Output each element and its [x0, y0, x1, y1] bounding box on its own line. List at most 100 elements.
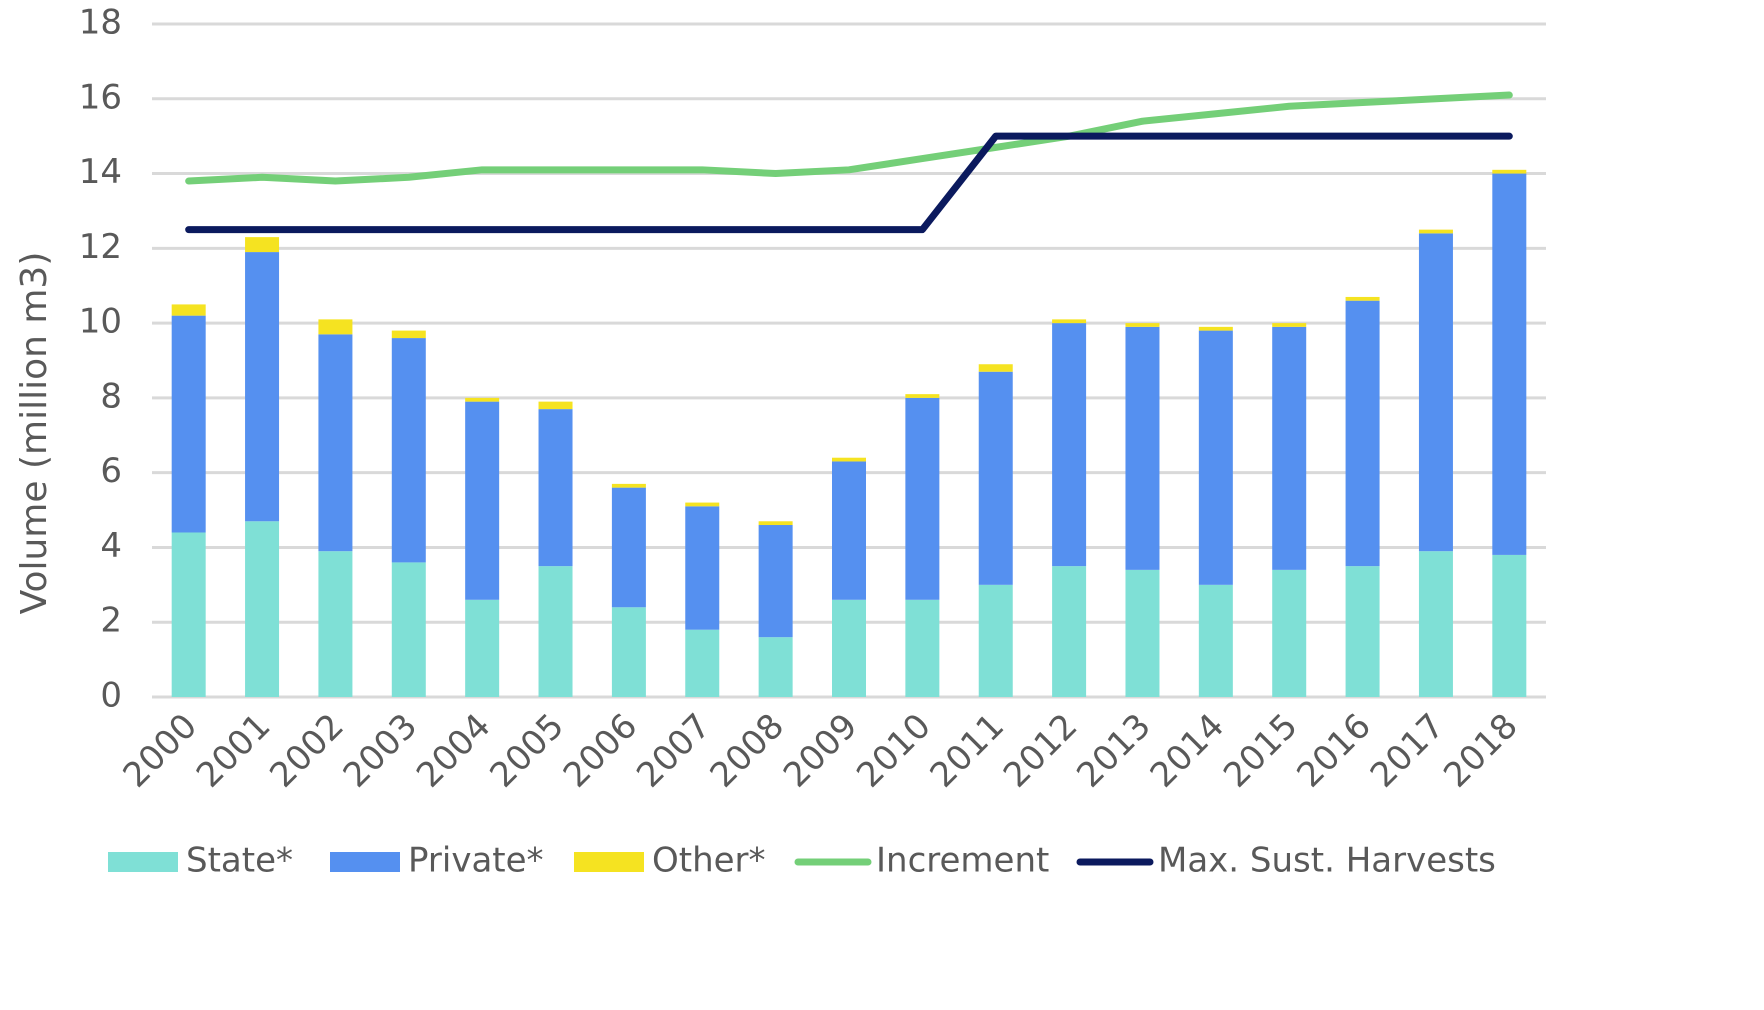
bar-other	[1272, 323, 1307, 327]
bar-other	[171, 304, 206, 316]
bar-private	[978, 371, 1013, 585]
y-tick-label: 0	[100, 676, 122, 716]
bar-private	[905, 397, 940, 600]
bar-other	[1125, 323, 1160, 327]
legend-label-increment: Increment	[876, 841, 1049, 881]
bar-state	[758, 637, 793, 697]
x-tick-label: 2013	[1069, 706, 1158, 795]
y-tick-label: 18	[79, 3, 122, 43]
bar-private	[245, 252, 280, 522]
x-tick-label: 2010	[849, 706, 938, 795]
bar-state	[171, 532, 206, 697]
bar-state	[465, 599, 500, 697]
bar-private	[1345, 300, 1380, 567]
x-tick-label: 2017	[1363, 706, 1452, 795]
bar-other	[1345, 296, 1380, 301]
bar-state	[905, 599, 940, 697]
bar-other	[685, 502, 720, 507]
bar-private	[171, 315, 206, 533]
bar-private	[538, 409, 573, 567]
bar-private	[685, 506, 720, 630]
bar-private	[318, 334, 353, 552]
x-tick-label: 2008	[703, 706, 792, 795]
x-tick-label: 2004	[409, 706, 498, 795]
x-tick-label: 2001	[189, 706, 278, 795]
x-tick-label: 2006	[556, 706, 645, 795]
y-axis-ticks: 0 2 4 6 8 10 12 14 16 18	[79, 3, 122, 716]
y-tick-label: 4	[100, 526, 122, 566]
x-tick-label: 2015	[1216, 706, 1305, 795]
x-tick-label: 2005	[482, 706, 571, 795]
bar-private	[465, 401, 500, 600]
legend: State* Private* Other* Increment Max. Sust. …	[108, 841, 1496, 881]
legend-label-private: Private*	[408, 841, 544, 881]
legend-swatch-other	[574, 852, 644, 872]
x-tick-label: 2000	[116, 706, 205, 795]
bar-state	[245, 521, 280, 697]
x-tick-label: 2012	[996, 706, 1085, 795]
legend-swatch-private	[330, 852, 400, 872]
bar-private	[1125, 326, 1160, 570]
line-maxsustharvests	[185, 132, 1513, 234]
y-axis-title: Volume (million m3)	[14, 252, 55, 615]
bar-state	[978, 584, 1013, 697]
legend-label-state: State*	[186, 841, 293, 881]
bar-other	[1198, 326, 1233, 331]
bar-private	[832, 461, 866, 600]
y-tick-label: 8	[100, 376, 122, 416]
y-tick-label: 16	[79, 77, 122, 117]
legend-label-maxsustharvests: Max. Sust. Harvests	[1158, 841, 1496, 881]
bar-other	[1052, 319, 1087, 324]
x-tick-label: 2011	[923, 706, 1012, 795]
bar-state	[1198, 584, 1233, 697]
bar-state	[611, 607, 646, 697]
bar-other	[758, 521, 793, 526]
bar-other	[1492, 169, 1527, 174]
bar-state	[832, 599, 866, 697]
y-tick-label: 14	[79, 152, 122, 192]
bar-other	[832, 457, 866, 462]
bar-other	[1418, 229, 1453, 234]
bar-series	[171, 169, 1527, 697]
bar-other	[905, 394, 940, 398]
bar-state	[1052, 566, 1087, 697]
x-tick-label: 2003	[336, 706, 425, 795]
line-increment	[185, 91, 1513, 185]
bar-private	[611, 487, 646, 608]
y-tick-label: 12	[79, 227, 122, 267]
bar-other	[391, 330, 426, 339]
bar-private	[1418, 233, 1453, 552]
bar-private	[1198, 330, 1233, 585]
bar-private	[1052, 323, 1087, 567]
y-tick-label: 10	[79, 302, 122, 342]
y-tick-label: 6	[100, 451, 122, 491]
legend-swatch-state	[108, 852, 178, 872]
y-tick-label: 2	[100, 601, 122, 641]
x-axis-ticks: 2000200120022003200420052006200720082009…	[116, 706, 1526, 795]
gridlines	[152, 22, 1546, 699]
x-tick-label: 2002	[262, 706, 351, 795]
bar-other	[245, 237, 280, 253]
bar-other	[538, 401, 573, 410]
bar-state	[1125, 569, 1160, 697]
x-tick-label: 2009	[776, 706, 865, 795]
bar-state	[538, 566, 573, 697]
bar-other	[465, 397, 500, 402]
bar-private	[391, 338, 426, 563]
bar-other	[611, 483, 646, 488]
bar-state	[1418, 551, 1453, 697]
bar-other	[978, 364, 1013, 372]
bar-state	[685, 629, 720, 697]
x-tick-label: 2018	[1436, 706, 1525, 795]
x-tick-label: 2016	[1289, 706, 1378, 795]
bar-state	[318, 551, 353, 697]
x-tick-label: 2007	[629, 706, 718, 795]
legend-label-other: Other*	[652, 841, 766, 881]
bar-state	[1492, 554, 1527, 697]
bar-private	[758, 525, 793, 638]
bar-private	[1272, 326, 1307, 570]
bar-private	[1492, 173, 1527, 555]
bar-state	[1345, 566, 1380, 697]
bar-state	[391, 562, 426, 697]
